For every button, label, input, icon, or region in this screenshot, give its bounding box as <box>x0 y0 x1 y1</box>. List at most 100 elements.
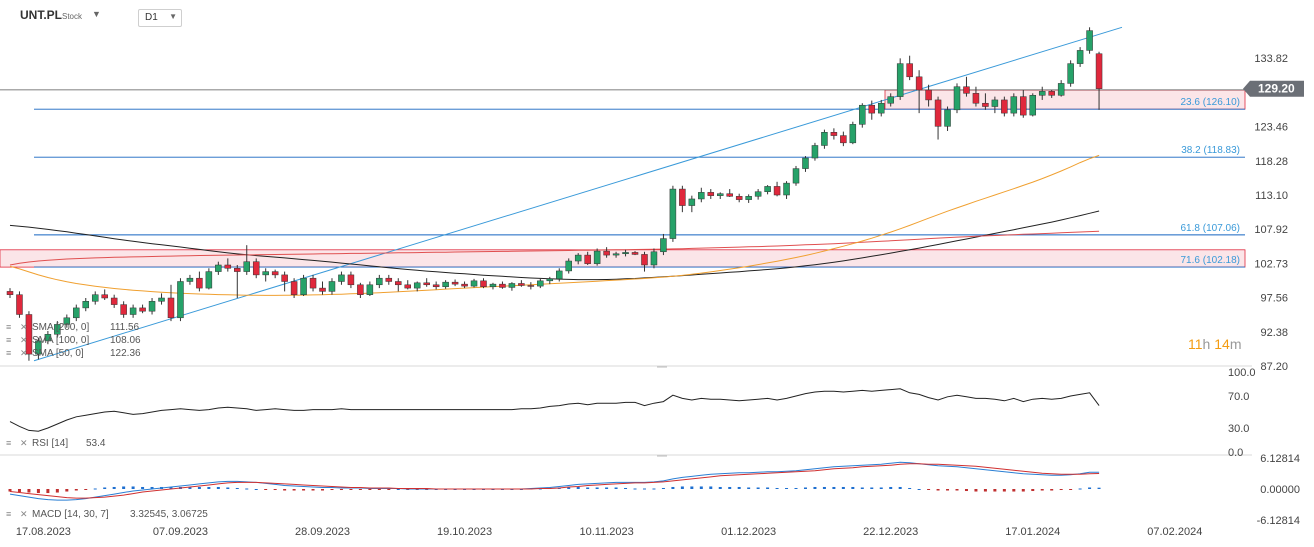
candle-body <box>698 192 705 200</box>
macd-histogram-bar <box>775 487 779 489</box>
timeframe-select[interactable]: D1 ▼ <box>138 9 182 27</box>
last-price-label: 129.20 <box>1258 82 1295 96</box>
candle-body <box>366 284 374 295</box>
candle-body <box>773 186 781 196</box>
macd-histogram-bar <box>368 489 372 490</box>
candle-body <box>906 63 913 78</box>
candle-body <box>821 132 828 146</box>
candle-body <box>527 285 535 287</box>
macd-histogram-bar <box>642 488 646 490</box>
macd-histogram-bar <box>889 486 893 489</box>
macd-histogram-bar <box>718 486 722 489</box>
macd-histogram-bar <box>766 487 770 489</box>
macd-histogram-bar <box>358 489 362 490</box>
macd-histogram-bar <box>1050 489 1054 491</box>
macd-histogram-bar <box>908 487 912 489</box>
macd-histogram-bar <box>1040 489 1044 491</box>
candle-body <box>764 186 771 192</box>
legend-name: SMA [100, 0] <box>32 335 89 346</box>
macd-histogram-bar <box>927 489 931 490</box>
macd-histogram-bar <box>813 486 817 489</box>
macd-histogram-bar <box>264 489 268 490</box>
macd-histogram-bar <box>283 489 287 491</box>
macd-histogram-bar <box>576 486 580 489</box>
candle-body <box>584 254 591 264</box>
candle-body <box>574 254 582 262</box>
macd-histogram-bar <box>794 487 798 489</box>
macd-histogram-bar <box>122 486 126 489</box>
date-axis-tick: 10.11.2023 <box>579 526 633 538</box>
candle-body <box>953 86 961 111</box>
macd-line <box>9 461 1100 501</box>
rsi-legend-name: RSI [14] <box>32 438 68 449</box>
macd-histogram-bar <box>1002 489 1006 492</box>
price-axis-tick: 102.73 <box>1254 258 1288 270</box>
candle-body <box>1076 50 1084 64</box>
timeframe-label: D1 <box>145 12 158 23</box>
macd-histogram-bar <box>747 487 751 489</box>
candle-body <box>631 252 639 255</box>
legend-close-icon: ✕ <box>20 322 28 332</box>
macd-histogram-bar <box>46 489 50 494</box>
macd-histogram-bar <box>321 489 325 491</box>
legend-menu-icon: ≡ <box>6 335 11 345</box>
countdown-hours: 11 <box>1188 336 1203 352</box>
candle-body <box>641 254 648 266</box>
candle-body <box>252 261 260 276</box>
candle-body <box>745 196 752 200</box>
macd-axis-tick: -6.12814 <box>1257 515 1300 527</box>
price-axis-tick: 107.92 <box>1254 224 1288 236</box>
macd-histogram-bar <box>235 487 239 489</box>
macd-histogram-bar <box>955 489 959 491</box>
macd-histogram-bar <box>567 487 571 489</box>
legend-value: 111.56 <box>110 322 140 333</box>
macd-histogram-bar <box>1012 489 1016 492</box>
price-axis-tick: 87.20 <box>1260 361 1288 373</box>
candle-body <box>82 301 90 309</box>
candle-body <box>347 274 355 286</box>
candle-body <box>887 96 894 104</box>
macd-histogram-bar <box>93 488 97 490</box>
macd-histogram-bar <box>633 488 637 490</box>
candle-body <box>688 198 696 206</box>
macd-histogram-bar <box>822 486 826 489</box>
macd-histogram-bar <box>84 489 88 490</box>
moving-average-line <box>9 210 1100 281</box>
macd-histogram-bar <box>396 489 400 490</box>
candle-body <box>963 86 970 94</box>
countdown-minutes: 14 <box>1214 336 1230 352</box>
macd-histogram-bar <box>993 489 997 492</box>
rsi-line <box>9 388 1100 432</box>
fibonacci-level-label: 38.2 (118.83) <box>1181 145 1240 156</box>
date-axis-tick: 01.12.2023 <box>721 526 776 538</box>
rsi-axis-tick: 30.0 <box>1228 423 1249 435</box>
candle-body <box>110 297 118 305</box>
price-axis-tick: 118.28 <box>1255 156 1288 168</box>
macd-legend-value: 3.32545, 3.06725 <box>130 509 208 520</box>
macd-signal-line <box>9 463 1100 499</box>
candle-body <box>518 283 525 286</box>
macd-histogram-bar <box>803 487 807 489</box>
price-axis-tick: 123.46 <box>1254 122 1288 134</box>
candle-body <box>1010 96 1018 114</box>
candle-body <box>139 307 146 312</box>
candle-body <box>840 135 847 144</box>
candle-body <box>16 294 23 315</box>
legend-name: SMA [50, 0] <box>32 348 84 359</box>
symbol-type-label: Stock <box>62 12 83 21</box>
candle-body <box>546 278 554 282</box>
price-axis-tick: 113.10 <box>1255 190 1288 202</box>
candle-body <box>186 277 194 282</box>
macd-histogram-bar <box>661 487 665 489</box>
symbol-label[interactable]: UNT.PL <box>20 8 62 22</box>
fibonacci-level-label: 71.6 (102.18) <box>1181 255 1241 266</box>
candle-body <box>660 238 667 253</box>
candle-body <box>177 281 184 319</box>
symbol-dropdown-icon[interactable]: ▼ <box>92 9 101 19</box>
candle-body <box>158 297 165 302</box>
candle-body <box>925 89 932 101</box>
candle-body <box>877 102 885 114</box>
candle-body <box>1086 30 1093 51</box>
macd-histogram-bar <box>586 487 590 489</box>
